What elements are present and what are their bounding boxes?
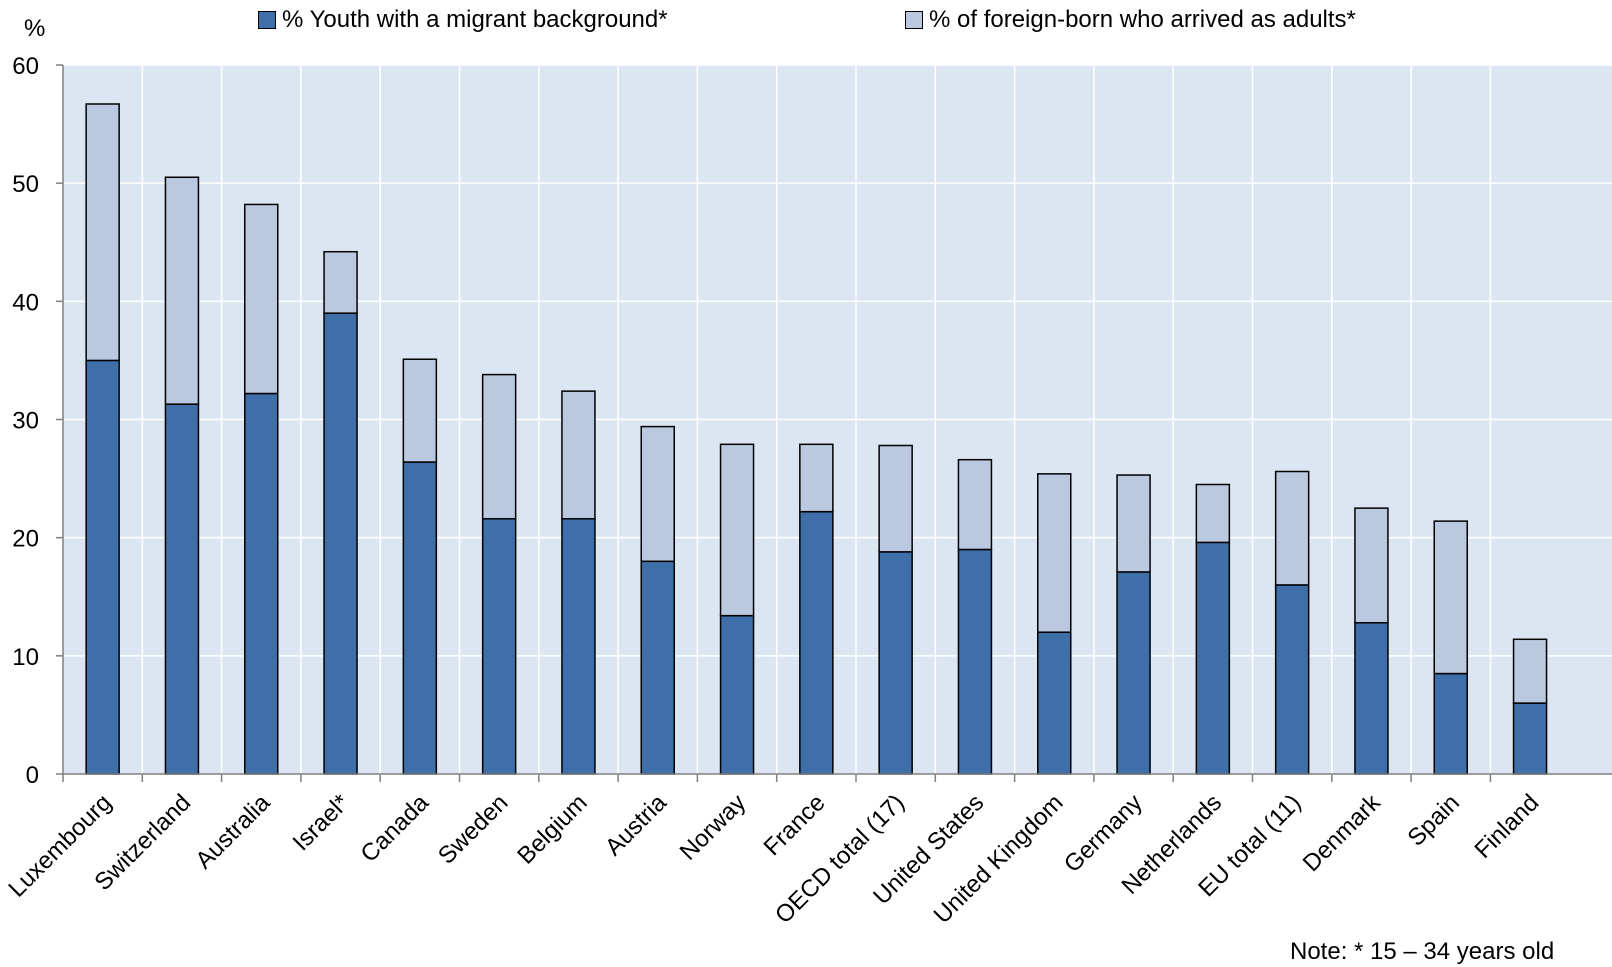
bar-segment-migrant-background xyxy=(244,392,279,775)
bar-segment-migrant-background xyxy=(878,551,913,775)
bar-segment-arrived-as-adults xyxy=(85,103,120,362)
footnote: Note: * 15 – 34 years old xyxy=(1290,938,1555,965)
bar-segment-migrant-background xyxy=(1274,584,1310,775)
y-tick-label: 0 xyxy=(26,762,39,789)
bar-segment-arrived-as-adults xyxy=(402,358,438,463)
bar-segment-migrant-background xyxy=(1433,672,1468,775)
bar-segment-arrived-as-adults xyxy=(957,458,993,551)
legend-item-arrived-as-adults: % of foreign-born who arrived as adults* xyxy=(905,6,1356,34)
x-tick-label: Australia xyxy=(190,789,276,875)
bar-segment-migrant-background xyxy=(957,548,993,775)
bar-segment-arrived-as-adults xyxy=(561,390,596,520)
y-axis-unit-label: % xyxy=(24,15,45,42)
bar-segment-arrived-as-adults xyxy=(1433,520,1468,675)
y-tick-label: 60 xyxy=(12,53,39,80)
bar-segment-migrant-background xyxy=(85,359,120,775)
bars xyxy=(85,103,1548,775)
bar-segment-arrived-as-adults xyxy=(164,176,200,405)
x-tick-label: Norway xyxy=(675,789,752,866)
y-tick-label: 10 xyxy=(12,644,39,671)
bar-segment-arrived-as-adults xyxy=(1274,470,1310,586)
bar-segment-migrant-background xyxy=(402,461,438,775)
y-tick-label: 30 xyxy=(12,408,39,435)
bar-segment-migrant-background xyxy=(1195,541,1231,775)
bar-segment-arrived-as-adults xyxy=(1037,473,1072,633)
bar-segment-arrived-as-adults xyxy=(719,443,755,617)
bar-segment-arrived-as-adults xyxy=(323,250,358,314)
y-tick-label: 40 xyxy=(12,289,39,316)
x-tick-label: Finland xyxy=(1470,789,1545,864)
x-tick-label: Sweden xyxy=(433,789,513,869)
bar-segment-arrived-as-adults xyxy=(1354,507,1389,624)
bar-segment-migrant-background xyxy=(799,510,834,775)
bar-segment-arrived-as-adults xyxy=(799,443,834,513)
legend-label-arrived-as-adults: % of foreign-born who arrived as adults* xyxy=(929,6,1356,33)
bar-segment-migrant-background xyxy=(1354,621,1389,775)
bar-segment-arrived-as-adults xyxy=(1116,474,1151,573)
x-tick-label: Belgium xyxy=(512,789,592,869)
bar-segment-migrant-background xyxy=(1512,702,1548,775)
bar-segment-migrant-background xyxy=(1037,631,1072,775)
y-tick-label: 50 xyxy=(12,171,39,198)
bar-segment-arrived-as-adults xyxy=(878,444,913,553)
x-tick-label: France xyxy=(759,789,831,861)
bar-segment-migrant-background xyxy=(1116,571,1151,775)
bar-segment-arrived-as-adults xyxy=(1512,638,1548,704)
bar-segment-migrant-background xyxy=(323,312,358,775)
bar-segment-arrived-as-adults xyxy=(481,373,517,520)
legend-swatch-dark-blue xyxy=(258,11,276,29)
x-tick-label: Spain xyxy=(1402,789,1465,852)
gridlines xyxy=(63,64,1612,774)
bar-segment-migrant-background xyxy=(164,403,200,775)
x-tick-label: Denmark xyxy=(1298,788,1387,877)
legend-label-migrant-background: % Youth with a migrant background* xyxy=(282,6,668,33)
bar-segment-arrived-as-adults xyxy=(1195,483,1231,544)
x-tick-label: Canada xyxy=(356,789,435,868)
legend-swatch-light-blue xyxy=(905,11,923,29)
legend-item-migrant-background: % Youth with a migrant background* xyxy=(258,6,668,34)
bar-segment-migrant-background xyxy=(481,518,517,775)
bar-segment-arrived-as-adults xyxy=(244,203,279,395)
x-tick-label: Israel* xyxy=(288,789,355,856)
bar-segment-arrived-as-adults xyxy=(640,425,675,563)
y-tick-label: 20 xyxy=(12,526,39,553)
x-tick-label: Austria xyxy=(600,789,672,861)
bar-segment-migrant-background xyxy=(719,614,755,775)
bar-segment-migrant-background xyxy=(640,560,675,775)
bar-segment-migrant-background xyxy=(561,518,596,775)
